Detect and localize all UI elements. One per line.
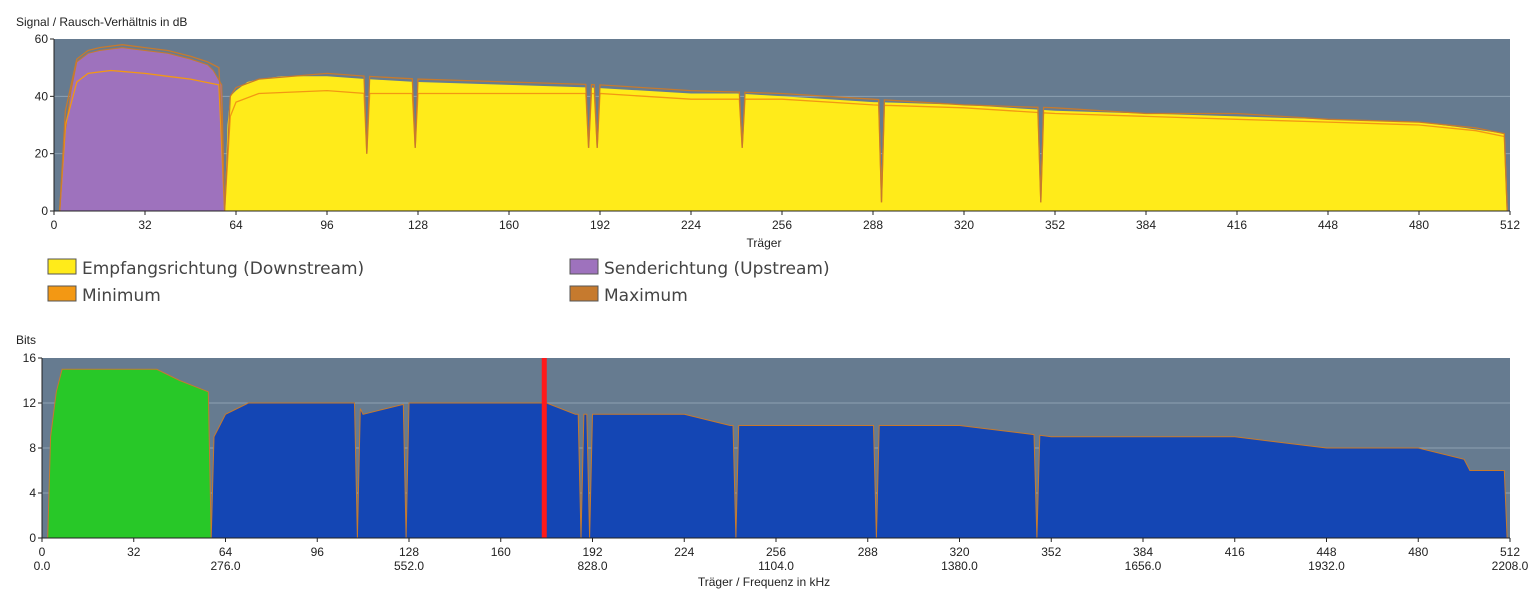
x-tick-label: 128 [399, 545, 419, 559]
x-tick-label: 352 [1045, 218, 1065, 232]
legend-swatch-downstream [47, 258, 77, 275]
x-tick-label: 448 [1318, 218, 1338, 232]
x-tick-label-khz: 828.0 [577, 559, 607, 573]
x-tick-label: 32 [127, 545, 141, 559]
x-tick-label: 0 [39, 545, 46, 559]
legend-label-minimum: Minimum [82, 286, 161, 306]
y-tick-label: 4 [29, 486, 36, 500]
maximum-line [59, 44, 1508, 212]
x-tick-label: 160 [491, 545, 511, 559]
y-tick-label: 60 [35, 32, 49, 46]
x-tick-label: 96 [311, 545, 325, 559]
x-tick-label: 192 [582, 545, 602, 559]
x-tick-label: 256 [766, 545, 786, 559]
carrier-marker [541, 358, 547, 538]
y-tick-label: 16 [23, 351, 37, 365]
x-tick-label: 448 [1316, 545, 1336, 559]
x-tick-label-khz: 552.0 [394, 559, 424, 573]
x-tick-label: 64 [229, 218, 243, 232]
y-tick-label: 20 [35, 147, 49, 161]
x-tick-label: 288 [863, 218, 883, 232]
y-tick-label: 8 [29, 441, 36, 455]
x-tick-label: 192 [590, 218, 610, 232]
x-tick-label-khz: 2208.0 [1492, 559, 1529, 573]
bits-chart-title: Bits [16, 333, 36, 347]
legend-swatch-maximum [569, 285, 599, 302]
x-tick-label-khz: 1380.0 [941, 559, 978, 573]
downstream-snr-area [224, 76, 1508, 211]
downstream-bits-area [210, 402, 1508, 539]
x-tick-label: 512 [1500, 218, 1520, 232]
x-tick-label: 352 [1041, 545, 1061, 559]
x-tick-label: 416 [1227, 218, 1247, 232]
x-tick-label: 0 [51, 218, 58, 232]
x-tick-label: 224 [681, 218, 701, 232]
x-tick-label: 384 [1136, 218, 1156, 232]
snr-legend: Empfangsrichtung (Downstream) Sendericht… [47, 258, 830, 306]
y-tick-label: 0 [29, 531, 36, 545]
x-tick-label: 96 [320, 218, 334, 232]
legend-swatch-minimum [47, 285, 77, 302]
x-tick-label-khz: 1656.0 [1125, 559, 1162, 573]
y-tick-label: 40 [35, 89, 49, 103]
x-tick-label: 288 [858, 545, 878, 559]
x-tick-label: 384 [1133, 545, 1153, 559]
x-tick-label: 320 [949, 545, 969, 559]
x-tick-label: 160 [499, 218, 519, 232]
x-tick-label-khz: 276.0 [210, 559, 240, 573]
legend-label-downstream: Empfangsrichtung (Downstream) [82, 259, 364, 279]
x-tick-label: 480 [1409, 218, 1429, 232]
x-tick-label: 416 [1225, 545, 1245, 559]
x-tick-label-khz: 1104.0 [758, 559, 794, 573]
x-tick-label: 224 [674, 545, 694, 559]
x-tick-label-khz: 0.0 [34, 559, 51, 573]
x-tick-label: 320 [954, 218, 974, 232]
x-tick-label: 480 [1408, 545, 1428, 559]
y-tick-label: 0 [41, 204, 48, 218]
legend-label-upstream: Senderichtung (Upstream) [604, 259, 830, 279]
snr-x-axis-label: Träger [747, 236, 782, 250]
upstream-snr-area [59, 47, 226, 212]
legend-label-maximum: Maximum [604, 286, 688, 306]
snr-plot: 0 20 40 60 0 32 64 96 128 160 192 224 256 288 320 352 38… [35, 32, 1521, 232]
x-tick-label: 512 [1500, 545, 1520, 559]
x-tick-label-khz: 1932.0 [1308, 559, 1345, 573]
x-tick-label: 64 [219, 545, 233, 559]
x-tick-label: 32 [138, 218, 152, 232]
snr-chart-title: Signal / Rausch-Verhältnis in dB [16, 15, 187, 29]
x-tick-label: 128 [408, 218, 428, 232]
x-tick-label: 256 [772, 218, 792, 232]
y-tick-label: 12 [23, 396, 37, 410]
legend-swatch-upstream [569, 258, 599, 275]
upstream-bits-area [47, 368, 212, 539]
bits-x-axis-label: Träger / Frequenz in kHz [698, 575, 830, 589]
